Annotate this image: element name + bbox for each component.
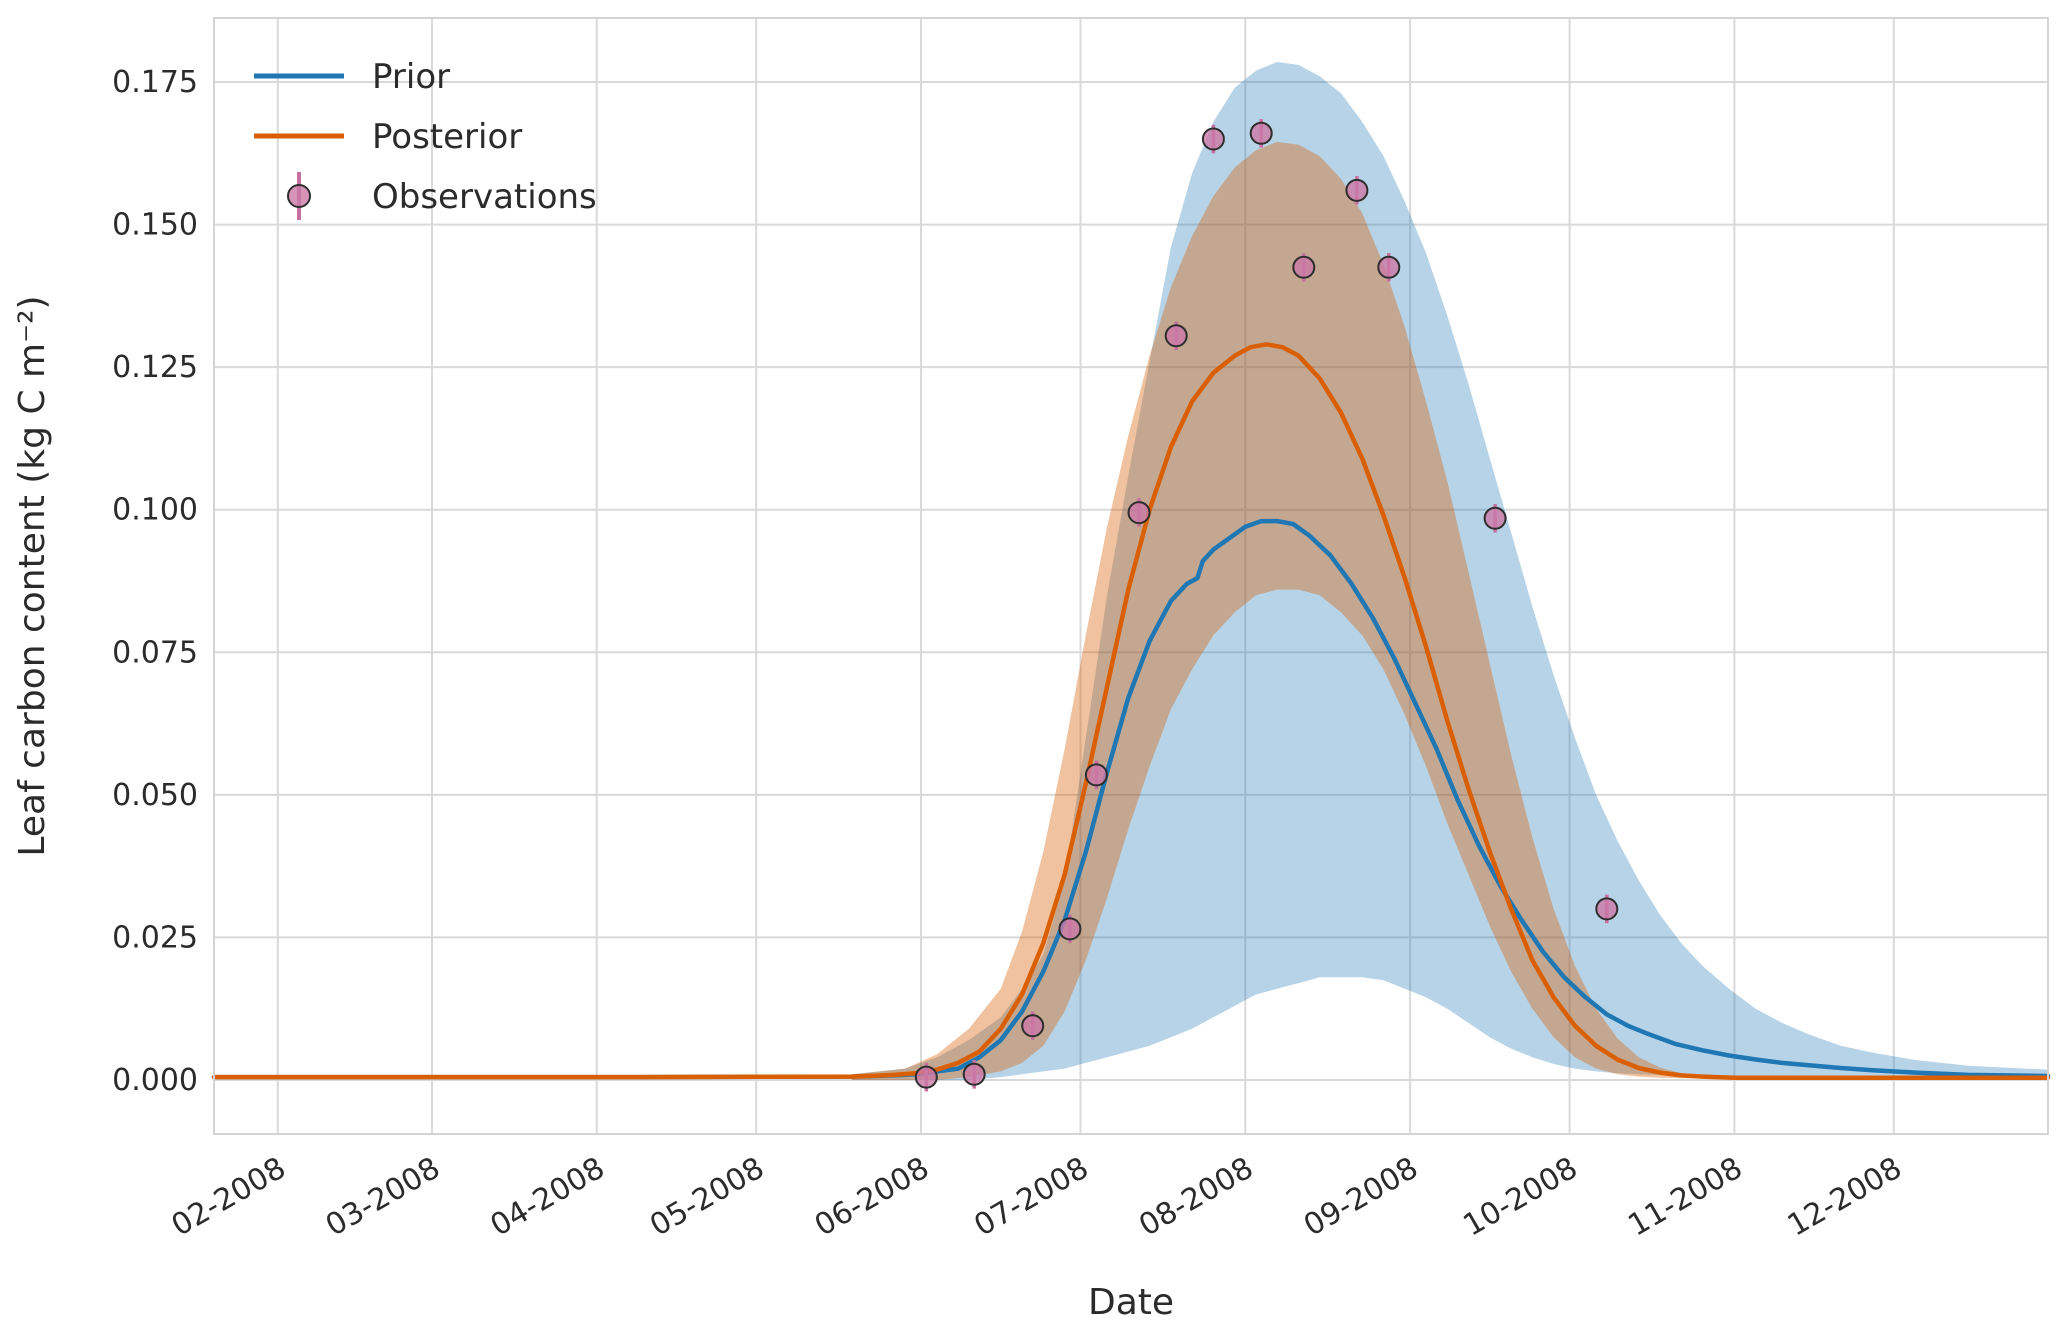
series-lines <box>211 342 2051 1080</box>
observation-point <box>1249 121 1273 145</box>
legend-posterior-label: Posterior <box>372 117 522 157</box>
x-tick-label: 09-2008 <box>1298 1151 1424 1244</box>
plot-border <box>213 17 2049 1135</box>
y-tick-labels: 0.000 0.025 0.050 0.075 0.100 0.125 0.150 0.175 <box>112 65 198 1098</box>
x-tick-label: 04-2008 <box>485 1151 611 1244</box>
legend: Prior Posterior Observations <box>254 57 597 220</box>
x-tick-label: 05-2008 <box>644 1151 770 1244</box>
observation-point <box>1345 178 1369 202</box>
prior-line <box>211 518 2051 1080</box>
legend-prior-label: Prior <box>372 57 450 97</box>
observation-point <box>1483 506 1507 530</box>
observation-point <box>1377 255 1401 279</box>
legend-observations-label: Observations <box>372 177 597 217</box>
observation-point <box>1595 897 1619 921</box>
y-tick-label: 0.025 <box>112 920 198 955</box>
y-tick-label: 0.050 <box>112 778 198 813</box>
observation-point <box>914 1065 938 1089</box>
y-tick-label: 0.125 <box>112 350 198 385</box>
x-tick-label: 07-2008 <box>968 1151 1094 1244</box>
legend-observation-marker-sample <box>287 184 311 208</box>
y-axis-label: Leaf carbon content (kg C m⁻²) <box>12 295 53 856</box>
x-tick-label: 02-2008 <box>166 1151 292 1244</box>
x-tick-label: 12-2008 <box>1782 1151 1908 1244</box>
observation-point <box>1058 917 1082 941</box>
y-tick-label: 0.150 <box>112 208 198 243</box>
observation-point <box>1164 324 1188 348</box>
observation-point <box>1292 255 1316 279</box>
y-tick-label: 0.175 <box>112 65 198 100</box>
x-tick-labels: 02-2008 03-2008 04-2008 05-2008 06-2008 07-20… <box>166 1151 1908 1244</box>
prior-band <box>851 62 2048 1080</box>
x-axis-label: Date <box>1088 1282 1174 1323</box>
x-tick-label: 06-2008 <box>809 1151 935 1244</box>
observation-points <box>914 119 1619 1092</box>
x-tick-label: 11-2008 <box>1622 1151 1748 1244</box>
x-tick-label: 10-2008 <box>1458 1151 1584 1244</box>
y-tick-label: 0.000 <box>112 1063 198 1098</box>
posterior-line <box>211 342 2051 1080</box>
observation-point <box>1127 501 1151 525</box>
posterior-band <box>851 141 2048 1080</box>
observation-point <box>1084 763 1108 787</box>
observation-point <box>1201 127 1225 151</box>
x-tick-label: 08-2008 <box>1133 1151 1259 1244</box>
y-tick-label: 0.075 <box>112 635 198 670</box>
uncertainty-bands <box>851 62 2048 1080</box>
observation-point <box>1021 1014 1045 1038</box>
y-tick-label: 0.100 <box>112 493 198 528</box>
observation-point <box>962 1062 986 1086</box>
x-tick-label: 03-2008 <box>320 1151 446 1244</box>
